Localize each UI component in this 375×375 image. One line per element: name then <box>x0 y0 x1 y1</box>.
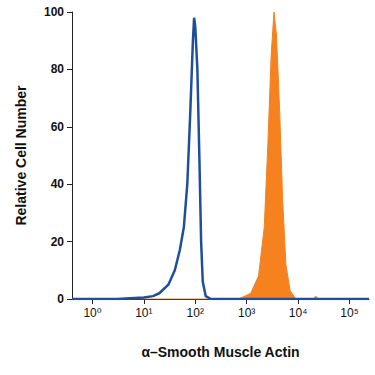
svg-text:10¹: 10¹ <box>135 306 152 320</box>
svg-text:10⁴: 10⁴ <box>289 306 308 320</box>
svg-text:α–Smooth Muscle Actin: α–Smooth Muscle Actin <box>141 344 299 360</box>
svg-text:80: 80 <box>51 62 65 76</box>
svg-text:Relative Cell Number: Relative Cell Number <box>13 85 29 226</box>
svg-text:100: 100 <box>44 5 64 19</box>
svg-text:10²: 10² <box>187 306 204 320</box>
svg-text:10⁰: 10⁰ <box>83 306 101 320</box>
svg-text:60: 60 <box>51 120 65 134</box>
svg-text:40: 40 <box>51 177 65 191</box>
svg-text:20: 20 <box>51 235 65 249</box>
svg-text:10⁵: 10⁵ <box>340 306 358 320</box>
svg-text:0: 0 <box>57 292 64 306</box>
svg-text:10³: 10³ <box>238 306 255 320</box>
